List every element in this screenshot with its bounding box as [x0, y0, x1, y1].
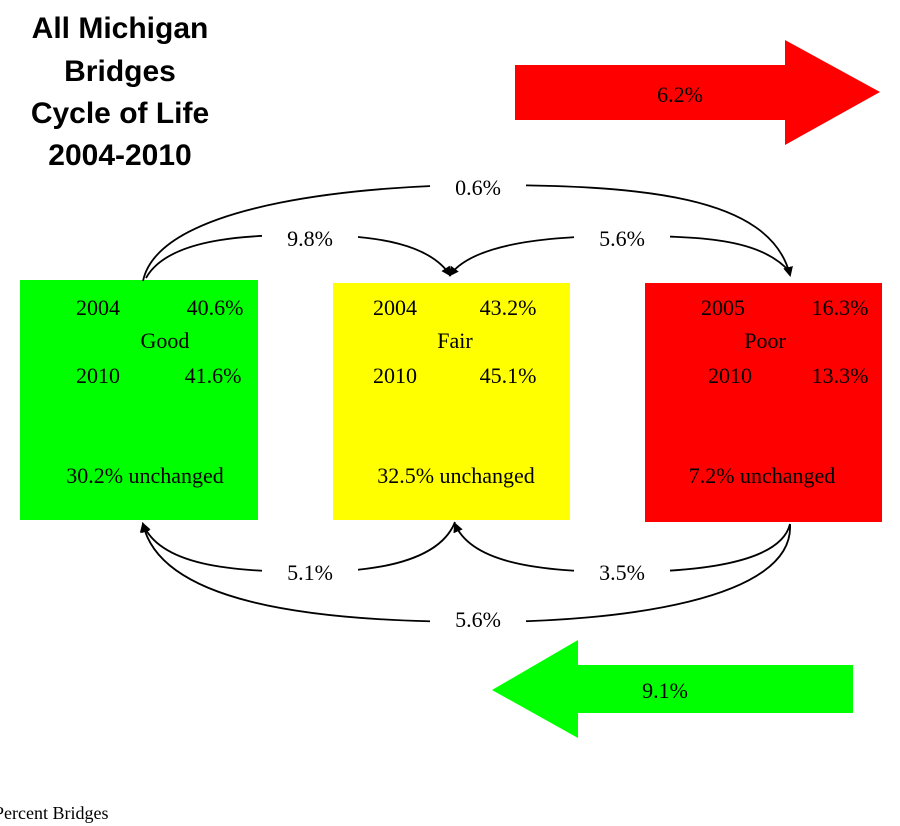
end-year: 2010	[708, 363, 752, 388]
label-bg	[262, 225, 358, 257]
end-percent: 41.6%	[185, 363, 242, 388]
title-line: Cycle of Life	[31, 97, 209, 130]
flow-label: 9.8%	[287, 226, 333, 251]
flow-label: 6.2%	[657, 82, 703, 107]
label-bg	[574, 225, 670, 257]
label-bg	[430, 174, 526, 206]
title-line: Bridges	[64, 55, 176, 88]
condition-label: Poor	[744, 328, 786, 353]
poor-box	[645, 283, 882, 522]
title-line: 2004-2010	[48, 139, 191, 172]
start-percent: 16.3%	[812, 295, 869, 320]
start-percent: 40.6%	[187, 295, 244, 320]
start-percent: 43.2%	[480, 295, 537, 320]
flow-label: 5.1%	[287, 560, 333, 585]
label-bg	[262, 559, 358, 591]
unchanged: 32.5% unchanged	[377, 463, 535, 488]
good-box	[20, 280, 258, 520]
improve-arrow	[492, 640, 853, 738]
decline-arrow	[515, 40, 880, 145]
end-percent: 13.3%	[812, 363, 869, 388]
flow-label: 5.6%	[455, 607, 501, 632]
label-bg	[574, 559, 670, 591]
end-year: 2010	[76, 363, 120, 388]
condition-label: Fair	[437, 328, 473, 353]
flow-label: 5.6%	[599, 226, 645, 251]
title-line: All Michigan	[32, 12, 209, 45]
start-year: 2004	[76, 295, 120, 320]
start-year: 2004	[373, 295, 417, 320]
end-year: 2010	[373, 363, 417, 388]
start-year: 2005	[701, 295, 745, 320]
condition-label: Good	[141, 328, 190, 353]
label-bg	[430, 606, 526, 638]
footer: Percent Bridges	[0, 803, 108, 823]
end-percent: 45.1%	[480, 363, 537, 388]
flow-label: 0.6%	[455, 175, 501, 200]
flow-label: 9.1%	[642, 678, 688, 703]
flow-label: 3.5%	[599, 560, 645, 585]
unchanged: 7.2% unchanged	[689, 463, 836, 488]
fair-box	[333, 283, 570, 520]
unchanged: 30.2% unchanged	[66, 463, 224, 488]
